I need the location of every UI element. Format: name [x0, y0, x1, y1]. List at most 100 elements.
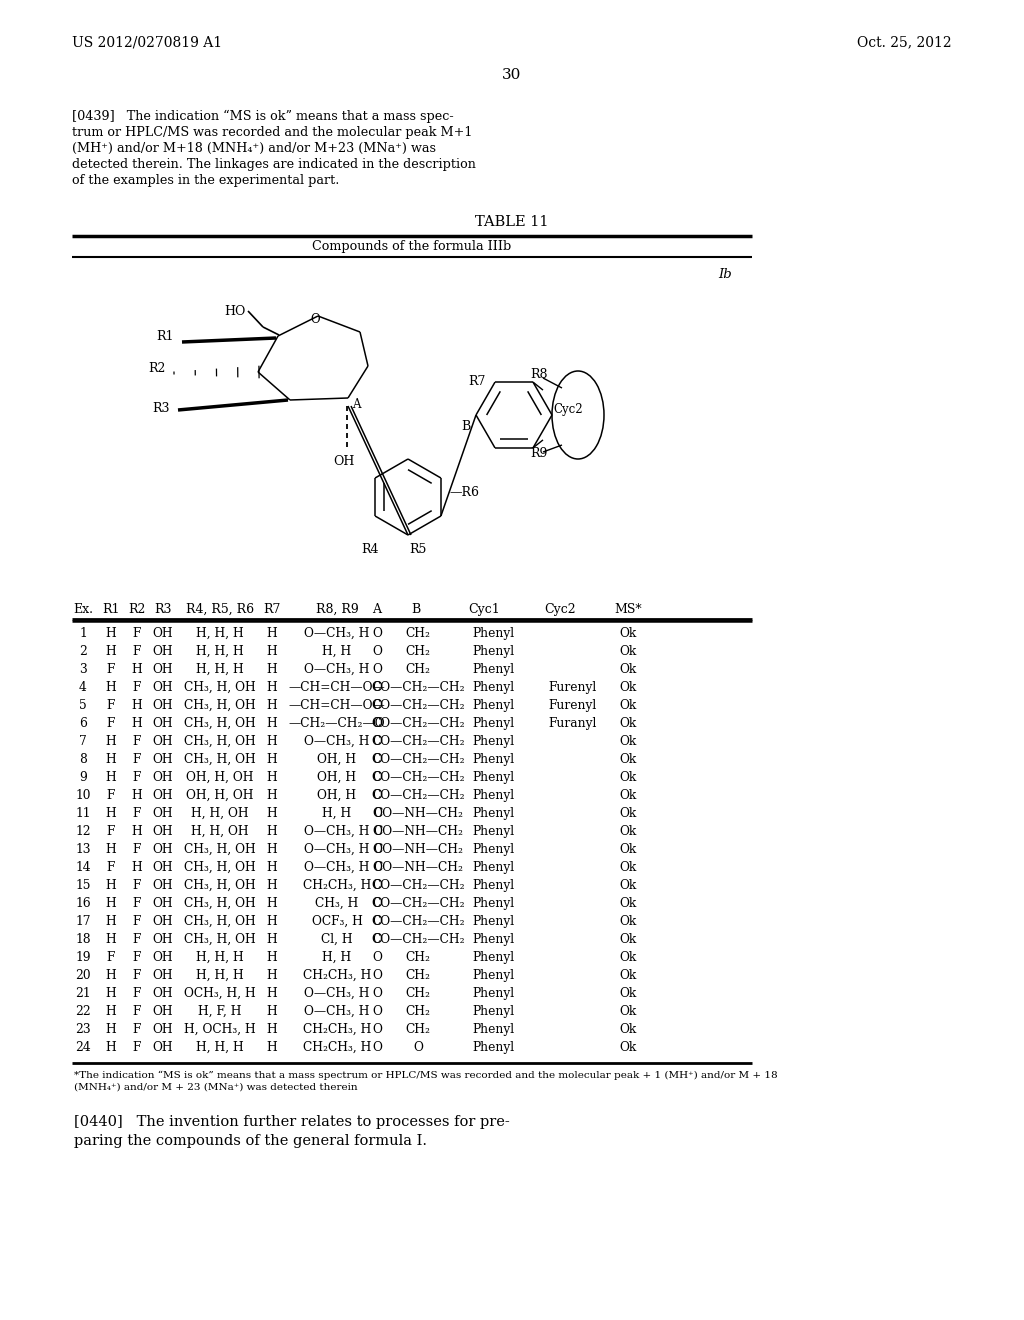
Text: H: H [105, 752, 117, 766]
Text: OH: OH [153, 1005, 173, 1018]
Text: O: O [372, 861, 382, 874]
Text: F: F [133, 898, 141, 909]
Text: Cl, H: Cl, H [322, 933, 353, 946]
Text: F: F [133, 771, 141, 784]
Text: Ok: Ok [620, 950, 637, 964]
Text: CO—CH₂—CH₂: CO—CH₂—CH₂ [371, 700, 465, 711]
Text: F: F [133, 1041, 141, 1053]
Text: F: F [106, 789, 115, 803]
Text: F: F [133, 950, 141, 964]
Text: [0439]   The indication “MS is ok” means that a mass spec-: [0439] The indication “MS is ok” means t… [72, 110, 454, 123]
Text: (MNH₄⁺) and/or M + 23 (MNa⁺) was detected therein: (MNH₄⁺) and/or M + 23 (MNa⁺) was detecte… [74, 1082, 357, 1092]
Text: OH: OH [153, 627, 173, 640]
Text: Cyc1: Cyc1 [468, 603, 500, 616]
Text: R4, R5, R6: R4, R5, R6 [186, 603, 254, 616]
Text: CO—CH₂—CH₂: CO—CH₂—CH₂ [371, 915, 465, 928]
Text: CH₃, H, OH: CH₃, H, OH [184, 700, 256, 711]
Text: B: B [412, 603, 421, 616]
Text: O: O [372, 717, 382, 730]
Text: 12: 12 [75, 825, 91, 838]
Text: OH: OH [153, 771, 173, 784]
Text: O—CH₃, H: O—CH₃, H [304, 825, 370, 838]
Text: Ok: Ok [620, 645, 637, 657]
Text: H, F, H: H, F, H [199, 1005, 242, 1018]
Text: 8: 8 [79, 752, 87, 766]
Text: H: H [266, 843, 278, 855]
Text: R3: R3 [152, 401, 170, 414]
Text: H: H [266, 789, 278, 803]
Text: Ok: Ok [620, 843, 637, 855]
Text: H: H [266, 879, 278, 892]
Text: (MH⁺) and/or M+18 (MNH₄⁺) and/or M+23 (MNa⁺) was: (MH⁺) and/or M+18 (MNH₄⁺) and/or M+23 (M… [72, 143, 436, 154]
Text: US 2012/0270819 A1: US 2012/0270819 A1 [72, 36, 222, 49]
Text: O—CH₃, H: O—CH₃, H [304, 663, 370, 676]
Text: CO—NH—CH₂: CO—NH—CH₂ [373, 861, 463, 874]
Text: —CH₂—CH₂—O: —CH₂—CH₂—O [289, 717, 385, 730]
Text: Furenyl: Furenyl [548, 681, 596, 694]
Text: CO—CH₂—CH₂: CO—CH₂—CH₂ [371, 752, 465, 766]
Text: Ok: Ok [620, 771, 637, 784]
Text: O: O [372, 987, 382, 1001]
Text: Phenyl: Phenyl [472, 663, 514, 676]
Text: Phenyl: Phenyl [472, 825, 514, 838]
Text: CH₃, H, OH: CH₃, H, OH [184, 717, 256, 730]
Text: OCH₃, H, H: OCH₃, H, H [184, 987, 256, 1001]
Text: Phenyl: Phenyl [472, 627, 514, 640]
Text: Phenyl: Phenyl [472, 933, 514, 946]
Text: R7: R7 [468, 375, 485, 388]
Text: OH: OH [153, 700, 173, 711]
Text: H: H [266, 717, 278, 730]
Text: 3: 3 [79, 663, 87, 676]
Text: H: H [266, 807, 278, 820]
Text: H: H [266, 950, 278, 964]
Text: Ok: Ok [620, 969, 637, 982]
Text: paring the compounds of the general formula I.: paring the compounds of the general form… [74, 1134, 427, 1148]
Text: CH₂: CH₂ [406, 1005, 430, 1018]
Text: O: O [372, 1005, 382, 1018]
Text: Phenyl: Phenyl [472, 1005, 514, 1018]
Text: H: H [266, 1023, 278, 1036]
Text: 30: 30 [503, 69, 521, 82]
Text: H: H [132, 789, 142, 803]
Text: Ok: Ok [620, 735, 637, 748]
Text: CH₃, H, OH: CH₃, H, OH [184, 843, 256, 855]
Text: Ex.: Ex. [73, 603, 93, 616]
Text: O: O [413, 1041, 423, 1053]
Text: R8: R8 [530, 368, 548, 381]
Text: H: H [105, 1041, 117, 1053]
Text: H: H [266, 1005, 278, 1018]
Text: O: O [372, 1023, 382, 1036]
Text: 22: 22 [75, 1005, 91, 1018]
Text: O: O [372, 825, 382, 838]
Text: Ok: Ok [620, 752, 637, 766]
Text: H: H [266, 752, 278, 766]
Text: F: F [133, 1005, 141, 1018]
Text: 21: 21 [75, 987, 91, 1001]
Text: O: O [372, 645, 382, 657]
Text: Cyc2: Cyc2 [544, 603, 575, 616]
Text: Phenyl: Phenyl [472, 789, 514, 803]
Text: H, H, H: H, H, H [197, 969, 244, 982]
Text: CH₃, H, OH: CH₃, H, OH [184, 933, 256, 946]
Text: OH: OH [153, 1023, 173, 1036]
Text: OH: OH [153, 898, 173, 909]
Text: Ok: Ok [620, 825, 637, 838]
Text: OH: OH [153, 752, 173, 766]
Text: Phenyl: Phenyl [472, 807, 514, 820]
Text: detected therein. The linkages are indicated in the description: detected therein. The linkages are indic… [72, 158, 476, 172]
Text: H, OCH₃, H: H, OCH₃, H [184, 1023, 256, 1036]
Text: CO—CH₂—CH₂: CO—CH₂—CH₂ [371, 735, 465, 748]
Text: H: H [266, 627, 278, 640]
Text: F: F [133, 627, 141, 640]
Text: CO—CH₂—CH₂: CO—CH₂—CH₂ [371, 789, 465, 803]
Text: R7: R7 [263, 603, 281, 616]
Text: CO—NH—CH₂: CO—NH—CH₂ [373, 807, 463, 820]
Text: 7: 7 [79, 735, 87, 748]
Text: CH₂: CH₂ [406, 969, 430, 982]
Text: R8, R9: R8, R9 [315, 603, 358, 616]
Text: —R6: —R6 [449, 486, 479, 499]
Text: H, H, H: H, H, H [197, 950, 244, 964]
Text: Phenyl: Phenyl [472, 950, 514, 964]
Text: Ib: Ib [718, 268, 732, 281]
Text: Oct. 25, 2012: Oct. 25, 2012 [857, 36, 952, 49]
